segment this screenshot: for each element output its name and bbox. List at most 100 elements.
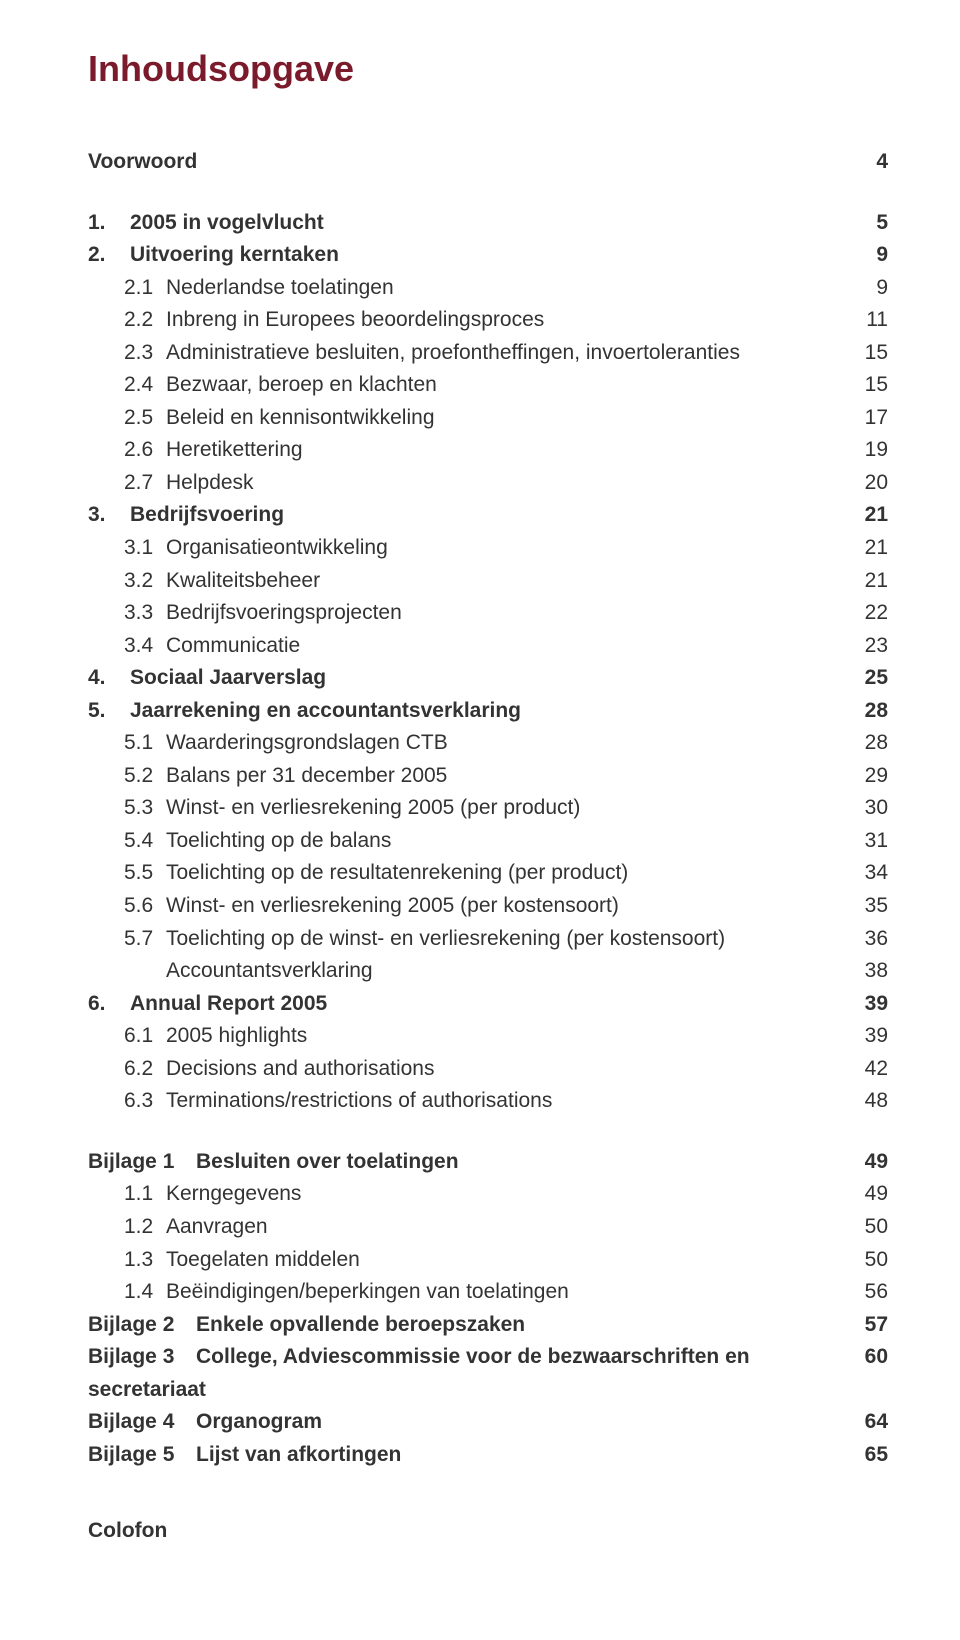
toc-label: 5.7Toelichting op de winst- en verliesre… xyxy=(88,923,848,956)
table-of-contents: Voorwoord 4 1.2005 in vogelvlucht52.Uitvoe… xyxy=(88,146,888,1471)
toc-number: 3. xyxy=(88,499,130,532)
toc-page-number: 11 xyxy=(848,304,888,337)
toc-row: 2.3Administratieve besluiten, proefonthe… xyxy=(88,337,888,370)
toc-number: 3.2 xyxy=(88,565,166,598)
toc-page-number: 57 xyxy=(848,1309,888,1342)
toc-label: 1.3Toegelaten middelen xyxy=(88,1244,848,1277)
toc-row: Accountantsverklaring38 xyxy=(88,955,888,988)
toc-row: 2.1Nederlandse toelatingen9 xyxy=(88,272,888,305)
toc-label: 2.3Administratieve besluiten, proefonthe… xyxy=(88,337,848,370)
toc-number: 6.1 xyxy=(88,1020,166,1053)
toc-page-number: 4 xyxy=(848,146,888,179)
toc-row: 3.4Communicatie23 xyxy=(88,630,888,663)
toc-text: Lijst van afkortingen xyxy=(196,1443,401,1466)
toc-number: 2. xyxy=(88,239,130,272)
toc-text: Terminations/restrictions of authorisati… xyxy=(166,1089,552,1112)
toc-text: Toegelaten middelen xyxy=(166,1248,360,1271)
toc-number: 2.4 xyxy=(88,369,166,402)
toc-prefix: Bijlage 5 xyxy=(88,1439,196,1472)
toc-row: 5.2Balans per 31 december 200529 xyxy=(88,760,888,793)
toc-page-number: 17 xyxy=(848,402,888,435)
toc-page-number: 39 xyxy=(848,988,888,1021)
toc-label: 2.1Nederlandse toelatingen xyxy=(88,272,848,305)
toc-text: Winst- en verliesrekening 2005 (per kost… xyxy=(166,894,619,917)
toc-row: 5.3Winst- en verliesrekening 2005 (per p… xyxy=(88,792,888,825)
toc-row: 1.2Aanvragen50 xyxy=(88,1211,888,1244)
toc-row: 1.1Kerngegevens49 xyxy=(88,1178,888,1211)
toc-label: 2.7Helpdesk xyxy=(88,467,848,500)
toc-label: 1.2005 in vogelvlucht xyxy=(88,207,848,240)
toc-text: Bedrijfsvoering xyxy=(130,503,284,526)
toc-label: 1.2Aanvragen xyxy=(88,1211,848,1244)
toc-label: 2.Uitvoering kerntaken xyxy=(88,239,848,272)
toc-text: Uitvoering kerntaken xyxy=(130,243,339,266)
toc-text: Toelichting op de winst- en verliesreken… xyxy=(166,927,725,950)
toc-page-number: 64 xyxy=(848,1406,888,1439)
toc-label: 3.4Communicatie xyxy=(88,630,848,663)
colofon-label: Colofon xyxy=(88,1515,888,1548)
toc-text: Bezwaar, beroep en klachten xyxy=(166,373,437,396)
toc-page-number: 36 xyxy=(848,923,888,956)
toc-row: 3.1Organisatieontwikkeling21 xyxy=(88,532,888,565)
toc-row: 2.5Beleid en kennisontwikkeling 17 xyxy=(88,402,888,435)
toc-number: 5.6 xyxy=(88,890,166,923)
toc-number: 3.1 xyxy=(88,532,166,565)
toc-number: 1.3 xyxy=(88,1244,166,1277)
toc-number: 5.1 xyxy=(88,727,166,760)
toc-row: 6.12005 highlights39 xyxy=(88,1020,888,1053)
toc-text: Toelichting op de balans xyxy=(166,829,391,852)
toc-row: Bijlage 3College, Adviescommissie voor d… xyxy=(88,1341,888,1406)
toc-row: Voorwoord 4 xyxy=(88,146,888,179)
toc-row: 3.Bedrijfsvoering21 xyxy=(88,499,888,532)
toc-page-number: 56 xyxy=(848,1276,888,1309)
toc-text: Nederlandse toelatingen xyxy=(166,276,394,299)
toc-number: 1.4 xyxy=(88,1276,166,1309)
toc-text: Beëindigingen/beperkingen van toelatinge… xyxy=(166,1280,569,1303)
toc-text: Beleid en kennisontwikkeling xyxy=(166,406,435,429)
toc-page-number: 15 xyxy=(848,337,888,370)
toc-page-number: 23 xyxy=(848,630,888,663)
toc-text: Inbreng in Europees beoordelingsproces xyxy=(166,308,544,331)
toc-label: 5.3Winst- en verliesrekening 2005 (per p… xyxy=(88,792,848,825)
toc-text: 2005 in vogelvlucht xyxy=(130,211,324,234)
toc-page-number: 19 xyxy=(848,434,888,467)
toc-text: Waarderingsgrondslagen CTB xyxy=(166,731,448,754)
toc-text: Annual Report 2005 xyxy=(130,992,327,1015)
toc-label: 6.Annual Report 2005 xyxy=(88,988,848,1021)
toc-text: Toelichting op de resultatenrekening (pe… xyxy=(166,861,628,884)
toc-page-number: 21 xyxy=(848,532,888,565)
toc-row: 2.4Bezwaar, beroep en klachten15 xyxy=(88,369,888,402)
toc-page-number: 38 xyxy=(848,955,888,988)
toc-text: Organogram xyxy=(196,1410,322,1433)
toc-number: 6.2 xyxy=(88,1053,166,1086)
toc-row: 1.2005 in vogelvlucht5 xyxy=(88,207,888,240)
toc-number: 6.3 xyxy=(88,1085,166,1118)
toc-page-number: 29 xyxy=(848,760,888,793)
toc-label: 5.1Waarderingsgrondslagen CTB xyxy=(88,727,848,760)
toc-number: 5.4 xyxy=(88,825,166,858)
toc-row: 5.6Winst- en verliesrekening 2005 (per k… xyxy=(88,890,888,923)
toc-page-number: 34 xyxy=(848,857,888,890)
toc-text: Besluiten over toelatingen xyxy=(196,1150,459,1173)
toc-page-number: 42 xyxy=(848,1053,888,1086)
toc-page-number: 9 xyxy=(848,272,888,305)
toc-row: Bijlage 5Lijst van afkortingen65 xyxy=(88,1439,888,1472)
toc-label: Bijlage 3College, Adviescommissie voor d… xyxy=(88,1341,848,1406)
toc-page-number: 25 xyxy=(848,662,888,695)
toc-label: 6.12005 highlights xyxy=(88,1020,848,1053)
toc-row: 5.Jaarrekening en accountantsverklaring2… xyxy=(88,695,888,728)
toc-label: 5.5Toelichting op de resultatenrekening … xyxy=(88,857,848,890)
toc-number: 5.3 xyxy=(88,792,166,825)
toc-text: Voorwoord xyxy=(88,150,197,173)
toc-text: Heretikettering xyxy=(166,438,303,461)
toc-label: 3.1Organisatieontwikkeling xyxy=(88,532,848,565)
toc-label: 1.4Beëindigingen/beperkingen van toelati… xyxy=(88,1276,848,1309)
toc-number: 2.5 xyxy=(88,402,166,435)
toc-text: Winst- en verliesrekening 2005 (per prod… xyxy=(166,796,580,819)
toc-page-number: 39 xyxy=(848,1020,888,1053)
toc-page-number: 60 xyxy=(848,1341,888,1374)
toc-page-number: 9 xyxy=(848,239,888,272)
toc-text: Enkele opvallende beroepszaken xyxy=(196,1313,525,1336)
toc-row: 3.3Bedrijfsvoeringsprojecten22 xyxy=(88,597,888,630)
toc-number: 3.3 xyxy=(88,597,166,630)
